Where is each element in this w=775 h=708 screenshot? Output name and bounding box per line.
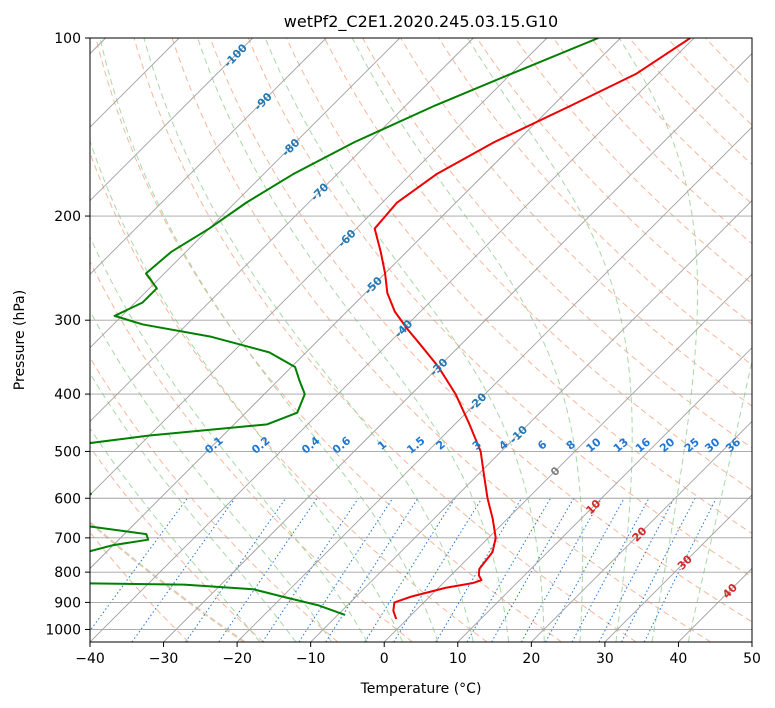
x-tick-label: 0 — [380, 651, 389, 667]
y-tick-label: 900 — [54, 595, 81, 611]
y-tick-label: 1000 — [45, 622, 81, 638]
x-tick-label: 30 — [596, 651, 614, 667]
moist-adiabat — [687, 358, 752, 642]
y-tick-label: 700 — [54, 531, 81, 547]
dry-adiabat — [90, 445, 264, 642]
dry-adiabat — [400, 38, 752, 407]
y-axis: 100 200 300 400 500 600 700 800 900 1000 — [45, 31, 90, 638]
moist-adiabat — [90, 427, 261, 642]
mixing-ratio-line — [621, 498, 696, 642]
mixing-ratio-line — [364, 497, 456, 642]
x-tick-label: 50 — [743, 651, 761, 667]
dry-adiabat — [590, 38, 752, 205]
dewpoint-profile-line — [90, 38, 599, 616]
mixing-ratio-line — [325, 497, 419, 642]
dry-adiabat — [133, 38, 637, 642]
moist-adiabat — [99, 38, 439, 642]
mixing-ratio-line — [185, 497, 287, 642]
y-tick-label: 400 — [54, 387, 81, 403]
mixing-ratio-line — [643, 498, 717, 642]
moist-adiabat — [143, 38, 474, 642]
moist-adiabat — [264, 38, 545, 642]
mixing-ratio-line — [521, 498, 603, 642]
x-tick-label: −20 — [222, 651, 252, 667]
mixing-ratio-line — [218, 497, 318, 642]
x-tick-label: −30 — [149, 651, 179, 667]
profile-lines — [90, 38, 691, 620]
dry-adiabat — [209, 38, 752, 623]
mixing-ratio-line — [598, 498, 675, 642]
isotherm — [90, 38, 621, 570]
y-tick-label: 800 — [54, 565, 81, 581]
isotherm — [531, 420, 752, 642]
dry-adiabat — [628, 38, 752, 166]
background-lines — [90, 38, 752, 642]
moist-adiabat — [197, 38, 510, 642]
isotherm — [604, 494, 752, 642]
moist-adiabat — [467, 38, 633, 642]
isotherm — [236, 126, 752, 642]
y-tick-label: 100 — [54, 31, 81, 47]
mixing-ratio-line — [545, 498, 625, 642]
dry-adiabat — [285, 38, 752, 535]
moist-adiabat — [90, 310, 333, 642]
moist-adiabat — [90, 235, 368, 642]
isotherm — [90, 38, 695, 642]
isotherm — [90, 38, 253, 202]
band-curve — [90, 520, 246, 642]
mixing-ratio-line — [571, 498, 650, 642]
temperature-profile-line — [373, 38, 691, 620]
isotherm — [457, 347, 752, 642]
x-tick-label: 20 — [522, 651, 540, 667]
moist-adiabat — [351, 38, 584, 642]
dry-adiabat — [171, 38, 712, 642]
x-tick-label: −40 — [75, 651, 105, 667]
plot-frame — [89, 37, 753, 643]
x-tick-label: 40 — [670, 651, 688, 667]
isotherm — [751, 641, 752, 642]
x-axis: −40 −30 −20 −10 0 10 20 30 40 50 — [75, 642, 761, 667]
mixing-ratio-line — [393, 497, 483, 642]
x-axis-label: Temperature (°C) — [360, 681, 482, 697]
dry-adiabat — [476, 38, 752, 325]
moist-adiabat — [90, 139, 404, 642]
y-tick-label: 600 — [54, 491, 81, 507]
isotherm — [383, 273, 752, 642]
moist-adiabat — [90, 372, 297, 642]
y-axis-label: Pressure (hPa) — [12, 290, 28, 390]
isotherm — [90, 38, 474, 422]
moist-adiabat — [618, 38, 699, 642]
isotherm — [90, 38, 548, 496]
mixing-ratio-line — [131, 497, 236, 642]
isotherm — [90, 38, 327, 275]
mixing-ratio-line — [90, 497, 188, 632]
plot-background — [90, 38, 752, 642]
isotherm — [310, 200, 752, 642]
dry-adiabat — [247, 38, 752, 578]
y-tick-label: 200 — [54, 209, 81, 225]
x-tick-label: 10 — [449, 651, 467, 667]
isotherm — [90, 38, 401, 349]
mixing-ratio-line — [262, 497, 359, 642]
y-tick-label: 300 — [54, 313, 81, 329]
isotherm — [163, 52, 752, 642]
mixing-ratio-line — [298, 497, 394, 642]
y-tick-label: 500 — [54, 444, 81, 460]
dry-adiabat — [324, 38, 752, 491]
x-tick-label: −10 — [296, 651, 326, 667]
chart-title: wetPf2_C2E1.2020.245.03.15.G10 — [284, 12, 558, 32]
